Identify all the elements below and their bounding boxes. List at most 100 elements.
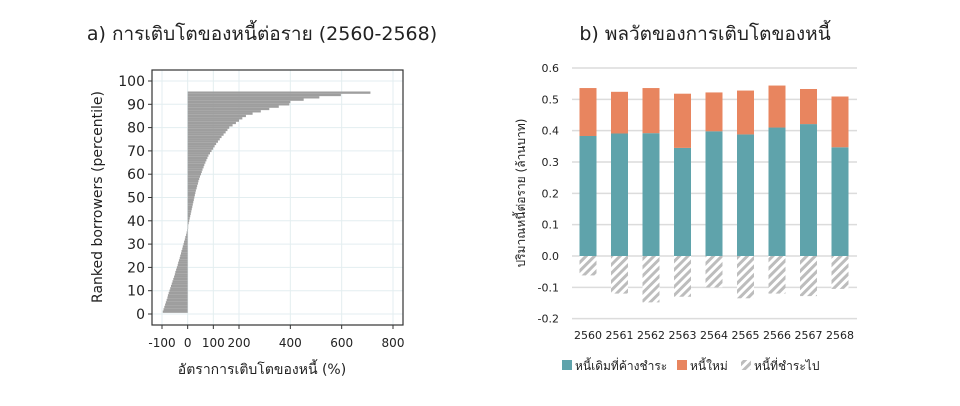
x-tick-label: 400 <box>279 336 302 350</box>
bar <box>187 224 189 227</box>
bar-existing-debt <box>642 133 660 256</box>
bar <box>181 249 188 253</box>
bar-new-debt <box>579 88 597 136</box>
bar <box>186 233 188 236</box>
bar <box>187 175 200 178</box>
bar-new-debt <box>705 92 723 132</box>
legend-label: หนี้ใหม่ <box>690 357 728 373</box>
bar <box>187 149 212 153</box>
bar <box>182 247 188 250</box>
bar <box>180 252 188 255</box>
bar <box>187 191 196 195</box>
y-tick-label: -0.2 <box>538 313 559 326</box>
chart-a: -100 0 100 200 400 600 80001020304050607080901… <box>118 69 404 350</box>
bar <box>172 280 188 283</box>
bar <box>187 103 290 106</box>
x-tick-label: 2562 <box>637 329 665 342</box>
bar <box>164 305 188 309</box>
y-tick-label: 0.5 <box>542 93 560 106</box>
bar <box>187 207 192 211</box>
bar <box>171 282 188 285</box>
bar <box>187 140 218 143</box>
bar <box>180 254 188 257</box>
bar-repaid-debt <box>579 256 597 276</box>
bar <box>187 152 210 155</box>
bar <box>166 298 188 302</box>
bar <box>187 161 206 164</box>
bar <box>187 145 215 148</box>
x-tick-label: 2560 <box>574 329 602 342</box>
bar-new-debt <box>642 88 660 134</box>
bar-existing-debt <box>737 134 754 256</box>
bar <box>187 217 190 220</box>
bar <box>187 219 190 222</box>
bar <box>187 128 228 132</box>
legend-swatch <box>562 360 572 370</box>
bar <box>174 273 188 276</box>
bar <box>170 287 188 290</box>
y-tick-label: 80 <box>127 121 145 137</box>
y-tick-label: 40 <box>127 214 145 230</box>
bar-repaid-debt <box>611 256 628 294</box>
bar <box>184 238 188 241</box>
bar-new-debt <box>611 91 628 134</box>
bar <box>187 221 189 225</box>
y-tick-label: 0.4 <box>542 125 560 138</box>
bar <box>187 198 194 201</box>
bar <box>169 289 188 292</box>
bar <box>187 105 279 108</box>
x-tick-label: 2561 <box>606 329 634 342</box>
bar <box>185 235 188 239</box>
bar-existing-debt <box>674 147 691 256</box>
bar <box>187 214 191 218</box>
legend-label: หนี้เดิมที่ค้างชำระ <box>575 357 667 373</box>
bar <box>187 210 192 213</box>
x-tick-label: 100 <box>202 336 225 350</box>
bar-repaid-debt <box>768 256 786 294</box>
x-tick-label: 2565 <box>732 329 760 342</box>
chart-b-ylabel: ปริมาณหนี้ต่อราย (ล้านบาท) <box>512 119 528 268</box>
bar <box>165 303 188 306</box>
bar-existing-debt <box>831 147 849 256</box>
y-tick-label: 0.6 <box>542 62 560 75</box>
bar-existing-debt <box>800 124 817 256</box>
bar <box>187 147 214 150</box>
bar <box>187 131 226 134</box>
bar <box>170 284 188 288</box>
bar <box>187 203 193 206</box>
bar-existing-debt <box>768 127 786 257</box>
bar <box>187 121 236 125</box>
x-tick-label: 200 <box>228 336 251 350</box>
y-tick-label: 10 <box>127 284 145 300</box>
y-tick-label: -0.1 <box>538 281 559 294</box>
bar-existing-debt <box>705 131 723 256</box>
bar <box>162 310 188 313</box>
bar <box>187 117 243 120</box>
bar <box>187 189 196 192</box>
bar <box>187 96 320 99</box>
chart-b-title: b) พลวัตของการเติบโตของหนี้ <box>579 20 831 45</box>
legend-swatch <box>741 360 751 370</box>
x-tick-label: 2566 <box>763 329 791 342</box>
bar <box>167 296 188 299</box>
bar <box>176 268 188 271</box>
bar <box>187 184 198 188</box>
chart-a-title: a) การเติบโตของหนี้ต่อราย (2560-2568) <box>87 20 437 45</box>
bar-new-debt <box>768 85 786 128</box>
bar <box>187 110 261 113</box>
bar <box>187 114 246 118</box>
y-tick-label: 50 <box>127 191 145 207</box>
bar <box>187 180 199 183</box>
y-tick-label: 0.1 <box>542 219 560 232</box>
bar <box>187 126 230 129</box>
bar-repaid-debt <box>674 256 691 297</box>
bar <box>173 277 188 281</box>
x-tick-label: 600 <box>330 336 353 350</box>
bar <box>187 205 193 208</box>
bar <box>187 124 233 127</box>
x-tick-label: 2567 <box>795 329 823 342</box>
bar <box>187 226 189 229</box>
bar <box>187 196 195 199</box>
bar <box>187 98 304 101</box>
